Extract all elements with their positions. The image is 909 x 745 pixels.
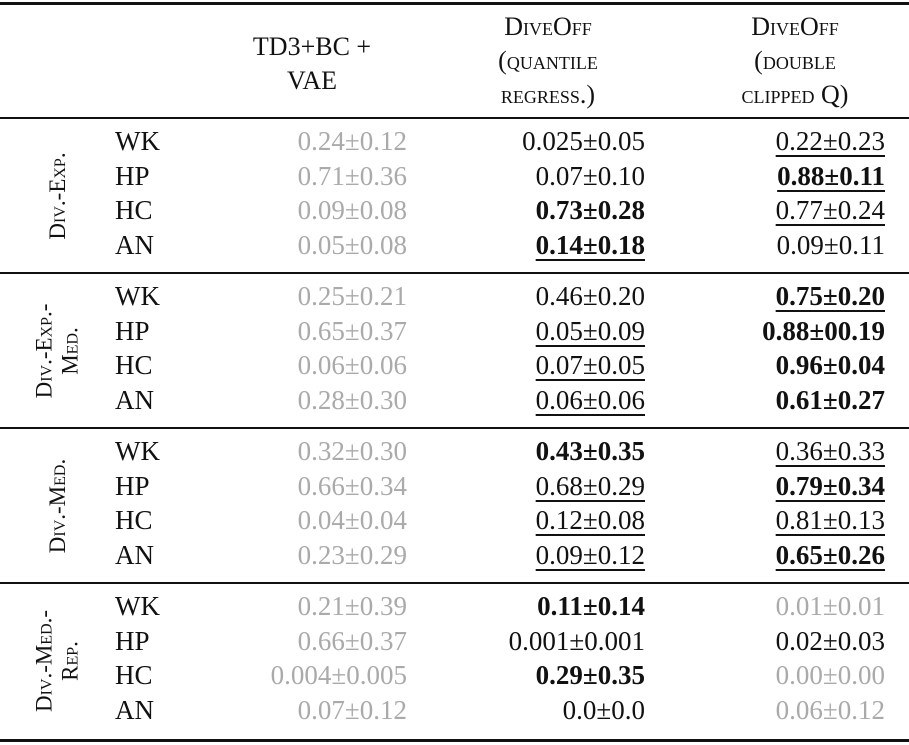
cell: 0.11±0.14: [537, 591, 645, 621]
cell: 0.65±0.37: [297, 315, 407, 346]
env-label: HC: [115, 660, 153, 691]
cell: 0.09±0.12: [535, 540, 645, 571]
cell: 0.28±0.30: [297, 385, 407, 416]
cell: 0.09±0.11: [776, 230, 885, 261]
group-label: Div.-Exp.: [45, 152, 71, 239]
cell: 0.07±0.12: [297, 695, 407, 726]
header-line: (double: [754, 46, 836, 75]
env-label: HP: [115, 315, 150, 346]
cell: 0.68±0.29: [535, 470, 645, 501]
group-label: Div.-Exp.- Med.: [32, 304, 85, 399]
env-label: HP: [115, 160, 150, 191]
cell: 0.29±0.35: [535, 660, 645, 691]
env-label: AN: [115, 385, 154, 416]
cell: 0.81±0.13: [775, 505, 885, 536]
cell: 0.96±0.04: [775, 350, 885, 381]
cell: 0.12±0.08: [535, 505, 645, 536]
header-line: regress.): [500, 80, 596, 109]
env-label: AN: [115, 695, 154, 726]
cell: 0.32±0.30: [297, 436, 407, 466]
cell: 0.23±0.29: [297, 540, 407, 571]
group-label-line: Div.-Med.-: [31, 609, 57, 713]
cell: 0.02±0.03: [775, 625, 885, 656]
cell: 0.75±0.20: [775, 281, 885, 311]
header-line: (quantile: [498, 46, 598, 75]
cell: 0.06±0.06: [535, 385, 645, 416]
cell: 0.00±0.00: [775, 660, 885, 691]
group-label-line: Div.-Exp.: [44, 152, 70, 240]
env-label: AN: [115, 540, 154, 571]
env-label: HP: [115, 470, 150, 501]
cell: 0.24±0.12: [297, 126, 407, 156]
cell: 0.79±0.34: [775, 470, 885, 501]
cell: 0.001±0.001: [508, 625, 645, 656]
header-rule: [0, 117, 909, 119]
cell: 0.88±00.19: [762, 315, 885, 346]
group-label-line: Med.: [58, 327, 83, 375]
cell: 0.07±0.05: [535, 350, 645, 381]
cell: 0.06±0.12: [775, 695, 885, 726]
header-line: DiveOff: [751, 12, 839, 41]
group-label-line: Div.-Med.: [44, 458, 70, 554]
env-label: HC: [115, 505, 153, 536]
cell: 0.21±0.39: [297, 591, 407, 621]
cell: 0.07±0.10: [535, 160, 645, 191]
cell: 0.05±0.08: [297, 230, 407, 261]
top-rule: [0, 2, 909, 5]
cell: 0.004±0.005: [270, 660, 407, 691]
cell: 0.46±0.20: [535, 281, 645, 311]
cell: 0.22±0.23: [775, 126, 885, 156]
group-rule: [0, 582, 909, 584]
cell: 0.25±0.21: [297, 281, 407, 311]
cell: 0.36±0.33: [775, 436, 885, 466]
cell: 0.66±0.34: [297, 470, 407, 501]
header-line: TD3+BC +: [252, 32, 372, 61]
env-label: WK: [115, 126, 160, 156]
bottom-rule: [0, 739, 909, 742]
env-label: HC: [115, 195, 153, 226]
cell: 0.04±0.04: [297, 505, 407, 536]
env-label: WK: [115, 436, 160, 466]
cell: 0.43±0.35: [535, 436, 645, 466]
group-label-line: Rep.: [58, 641, 83, 681]
env-label: HC: [115, 350, 153, 381]
group-label: Div.-Med.: [45, 459, 71, 553]
group-label-line: Div.-Exp.-: [31, 303, 57, 399]
cell: 0.06±0.06: [297, 350, 407, 381]
cell: 0.61±0.27: [775, 385, 885, 416]
group-label: Div.-Med.- Rep.: [32, 610, 85, 712]
header-line: DiveOff: [504, 12, 592, 41]
cell: 0.71±0.36: [297, 160, 407, 191]
env-label: WK: [115, 281, 160, 311]
group-rule: [0, 427, 909, 429]
cell: 0.025±0.05: [522, 126, 645, 156]
cell: 0.65±0.26: [775, 540, 885, 571]
header-line: clipped Q): [741, 80, 849, 109]
cell: 0.01±0.01: [775, 591, 885, 621]
header-line: VAE: [286, 66, 338, 95]
env-label: AN: [115, 230, 154, 261]
cell: 0.66±0.37: [297, 625, 407, 656]
cell: 0.88±0.11: [777, 160, 885, 191]
cell: 0.77±0.24: [775, 195, 885, 226]
env-label: HP: [115, 625, 150, 656]
env-label: WK: [115, 591, 160, 621]
group-rule: [0, 272, 909, 274]
cell: 0.14±0.18: [535, 230, 645, 261]
cell: 0.73±0.28: [535, 195, 645, 226]
cell: 0.05±0.09: [535, 315, 645, 346]
cell: 0.09±0.08: [297, 195, 407, 226]
cell: 0.0±0.0: [562, 695, 645, 726]
